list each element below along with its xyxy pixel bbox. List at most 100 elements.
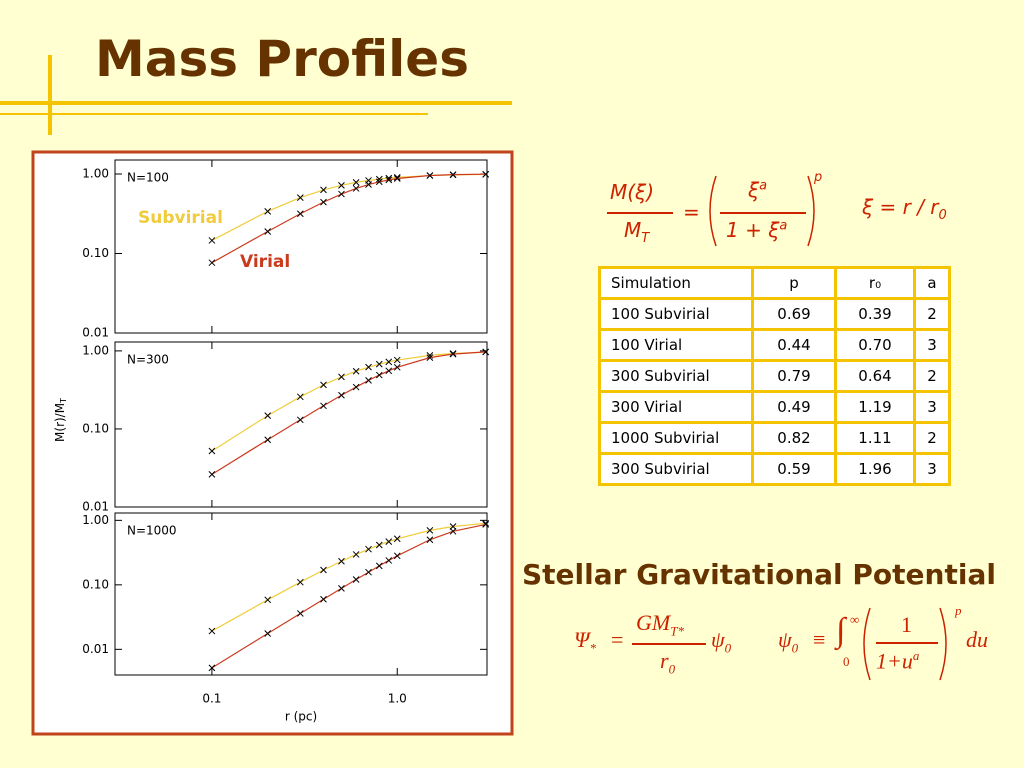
y-axis-label-main: M(r)/M xyxy=(53,403,67,442)
table-row: 100 Virial 0.44 0.70 3 xyxy=(598,328,951,362)
data-point xyxy=(393,356,401,364)
x-tick-label: 0.1 xyxy=(202,692,221,706)
y-tick-label: 0.10 xyxy=(82,577,109,591)
eq-text: M(ξ) xyxy=(610,180,655,204)
table-cell: 0.82 xyxy=(751,421,837,455)
data-point xyxy=(449,527,457,535)
data-point xyxy=(320,198,327,206)
eq-text: = xyxy=(611,627,624,652)
data-point xyxy=(365,363,372,371)
data-point xyxy=(375,371,383,379)
table-cell: 0.49 xyxy=(751,390,837,424)
eq-text: ∫ xyxy=(836,612,846,649)
table-cell: r₀ xyxy=(834,266,916,300)
data-point xyxy=(426,527,434,534)
table-row: 300 Subvirial 0.59 1.96 3 xyxy=(598,452,951,486)
table-row: 1000 Subvirial 0.82 1.11 2 xyxy=(598,421,951,455)
data-point xyxy=(352,185,360,192)
data-point xyxy=(426,172,434,179)
eq-text: 0 xyxy=(843,654,850,669)
data-point xyxy=(352,179,360,186)
parameter-table: Simulation p r₀ a 100 Subvirial 0.69 0.39 2 100 … xyxy=(598,266,951,486)
eq-text: ∞ xyxy=(850,612,860,627)
data-point xyxy=(352,576,360,583)
table-cell: 0.64 xyxy=(834,359,916,393)
table-cell: 1.19 xyxy=(834,390,916,424)
eq-text: p xyxy=(814,170,823,185)
table-cell: 2 xyxy=(913,359,951,393)
eq-text: ξa xyxy=(748,178,768,202)
data-point xyxy=(320,381,327,389)
eq-text: Ψ* xyxy=(574,627,596,656)
data-point xyxy=(208,664,216,672)
table-cell: 100 Subvirial xyxy=(598,297,754,331)
table-row: 300 Subvirial 0.79 0.64 2 xyxy=(598,359,951,393)
eq-text: r0 xyxy=(660,648,676,677)
eq-text: ξ = r / r0 xyxy=(862,195,947,223)
eq-text: ψ0 xyxy=(711,627,732,656)
data-point xyxy=(208,470,216,478)
y-tick-label: 0.10 xyxy=(82,246,109,260)
table-row: Simulation p r₀ a xyxy=(598,266,951,300)
data-point xyxy=(385,538,393,545)
x-axis-label: r (pc) xyxy=(285,710,317,724)
parentheses xyxy=(863,607,947,681)
y-tick-label: 1.00 xyxy=(82,166,109,180)
table-cell: 1000 Subvirial xyxy=(598,421,754,455)
y-tick-label: 0.10 xyxy=(82,421,109,435)
data-point xyxy=(352,551,360,558)
eq-text: GMT* xyxy=(636,610,684,639)
fraction-bar xyxy=(720,212,806,214)
data-point xyxy=(338,585,345,592)
series-label: Virial xyxy=(240,252,290,272)
data-point xyxy=(338,190,345,198)
data-point xyxy=(208,447,216,455)
data-point xyxy=(264,436,272,444)
data-point xyxy=(208,237,216,244)
table-cell: 100 Virial xyxy=(598,328,754,362)
data-point xyxy=(393,552,401,560)
data-point xyxy=(482,521,490,528)
data-point xyxy=(338,373,345,381)
y-tick-label: 0.01 xyxy=(82,642,109,656)
data-point xyxy=(365,181,372,188)
data-point xyxy=(296,416,304,424)
data-point xyxy=(385,367,393,375)
data-point xyxy=(385,557,393,564)
series-label: Subvirial xyxy=(138,208,223,228)
rule xyxy=(0,101,512,105)
data-point xyxy=(264,228,272,235)
data-point xyxy=(264,412,272,420)
data-point xyxy=(393,175,401,182)
panel-annotation: N=300 xyxy=(127,353,169,367)
data-point xyxy=(296,393,304,401)
data-point xyxy=(352,367,360,375)
panel-annotation: N=100 xyxy=(127,171,169,185)
data-point xyxy=(375,541,383,549)
data-point xyxy=(296,210,304,218)
data-point xyxy=(208,627,216,635)
table-cell: 1.11 xyxy=(834,421,916,455)
table-cell: 3 xyxy=(913,328,951,362)
plot-area xyxy=(114,159,488,334)
eq-text: 1 xyxy=(901,612,912,637)
fraction-bar xyxy=(632,643,706,645)
data-point xyxy=(449,350,457,358)
data-point xyxy=(296,610,304,617)
data-point xyxy=(264,207,272,215)
panel-annotation: N=1000 xyxy=(127,524,177,538)
table-cell: 0.39 xyxy=(834,297,916,331)
table-cell: 300 Subvirial xyxy=(598,452,754,486)
data-point xyxy=(449,523,457,530)
rule xyxy=(0,113,428,115)
data-point xyxy=(296,194,304,201)
data-point xyxy=(352,383,360,391)
data-point xyxy=(320,402,327,410)
table-cell: 3 xyxy=(913,452,951,486)
data-point xyxy=(482,348,490,356)
data-point xyxy=(264,596,272,604)
data-point xyxy=(426,354,434,361)
y-tick-label: 0.01 xyxy=(82,500,109,514)
eq-text: 1 + ξa xyxy=(726,218,788,242)
data-point xyxy=(426,536,434,544)
